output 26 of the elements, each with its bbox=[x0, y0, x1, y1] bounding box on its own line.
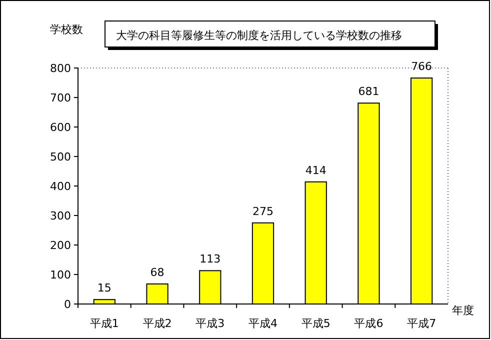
y-tick-label: 0 bbox=[64, 298, 71, 311]
x-tick-label: 平成6 bbox=[354, 317, 384, 330]
x-tick-label: 平成2 bbox=[142, 317, 172, 330]
x-tick-label: 平成5 bbox=[301, 317, 330, 330]
y-tick-label: 400 bbox=[50, 180, 71, 193]
y-tick-label: 600 bbox=[50, 121, 71, 134]
data-label: 766 bbox=[411, 60, 432, 74]
x-axis-title: 年度 bbox=[452, 304, 474, 317]
y-tick-label: 100 bbox=[50, 268, 71, 282]
data-label: 414 bbox=[305, 164, 326, 177]
data-label: 681 bbox=[358, 85, 380, 98]
x-tick-label: 平成3 bbox=[196, 317, 225, 330]
y-tick-label: 200 bbox=[50, 239, 71, 252]
data-label: 113 bbox=[200, 252, 221, 266]
x-tick-label: 平成7 bbox=[407, 317, 436, 330]
y-axis-title: 学校数 bbox=[50, 23, 83, 36]
x-tick-label: 平成1 bbox=[90, 317, 119, 330]
data-label: 275 bbox=[252, 204, 274, 218]
x-tick-label: 平成4 bbox=[248, 317, 278, 330]
y-tick-label: 300 bbox=[50, 210, 71, 222]
chart-title: 大学の科目等履修生等の制度を活用している学校数の推移 bbox=[116, 29, 402, 42]
y-tick-label: 700 bbox=[50, 92, 71, 104]
y-tick-label: 500 bbox=[50, 150, 71, 164]
y-tick-label: 800 bbox=[50, 62, 71, 75]
data-label: 68 bbox=[150, 266, 164, 279]
data-label: 15 bbox=[97, 282, 112, 295]
